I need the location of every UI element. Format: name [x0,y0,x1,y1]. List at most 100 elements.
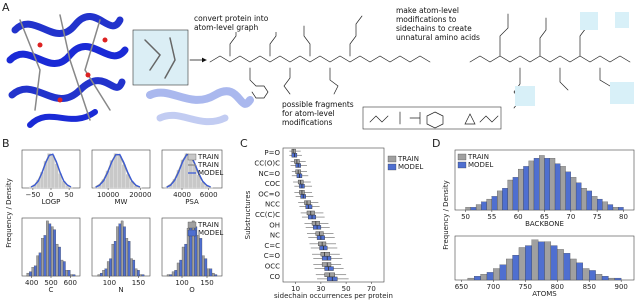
hist-bar [570,177,577,211]
hist-bar [134,268,138,277]
panel-letter: D [432,137,440,150]
step-label: convert protein into atom-level graph [194,14,280,32]
box-body [321,262,332,267]
hist-bar [475,204,482,211]
legend-label: TRAIN [397,155,419,163]
hist-bar [208,187,213,189]
hist-bar [512,255,520,281]
panel-letter: B [2,137,10,150]
hist-bar [581,188,587,211]
hist-bar [211,272,215,277]
x-axis-label: C [49,286,54,294]
hist-bar [597,198,603,211]
hist-bar [204,258,208,277]
x-tick-label: 20000 [129,191,151,199]
x-tick-label: 50 [461,213,470,221]
step-label: make atom-level modifications to sidecha… [396,6,488,42]
hist-bar [201,255,205,277]
hist-bar [104,268,108,277]
y-tick-label: C=C [264,242,280,250]
hist-bar [563,253,571,281]
x-tick-label: 65 [540,213,549,221]
y-tick-label: COC [265,180,280,188]
box-body [320,252,330,257]
hist-bar [70,274,73,277]
hist-bar [550,245,558,281]
x-tick-label: 400 [25,279,38,287]
x-axis-label: sidechain occurrences per protein [274,292,393,300]
hist-bar [181,246,185,277]
box-body [305,204,313,209]
box-body [304,200,311,205]
x-tick-label: 10 [291,285,300,293]
hist-bar [502,188,508,211]
hist-bar [48,223,52,277]
density-line [30,153,72,188]
y-tick-label: NCC [265,201,280,209]
hist-bar [132,259,136,277]
x-tick-label: 6000 [200,191,218,199]
x-tick-label: 750 [519,283,532,291]
hist-bar [595,274,603,281]
hist-bar [62,261,66,277]
legend-swatch [457,161,467,169]
hist-bar [507,179,514,211]
legend-swatch [387,163,397,171]
hist-bar [97,274,101,277]
hist-bar [125,238,129,277]
hist-bar [506,258,513,281]
hist-bar [106,261,110,277]
legend-label: MODEL [198,229,223,237]
legend-swatch [387,155,397,163]
hist-bar [137,187,143,189]
density-line [95,153,141,188]
x-tick-label: 75 [593,213,602,221]
hist-bar [188,156,193,189]
legend-swatch [187,221,197,229]
hist-bar [591,196,598,211]
x-tick-label: 600 [64,279,77,287]
y-tick-label: NC [270,232,280,240]
y-tick-label: OC=O [258,190,280,198]
hist-bar [176,262,180,277]
hist-bar [544,241,552,281]
hist-bar [206,268,210,277]
hist-bar [55,243,59,277]
hist-bar [539,155,545,211]
hist-bar [137,270,140,277]
hist-bar [537,241,545,281]
hist-bar [118,223,122,277]
x-axis-label: MW [115,198,128,206]
hist-bar [589,270,596,281]
hist-bar [523,166,529,211]
x-tick-label: 500 [44,279,57,287]
legend-swatch [187,153,197,161]
x-tick-label: 150 [132,279,145,287]
x-tick-label: 50 [342,285,351,293]
hist-bar [68,186,73,189]
hist-bar [486,198,492,211]
hist-bar [528,160,535,211]
hist-bar [117,155,122,189]
hist-bar [41,238,44,277]
hist-bar [549,158,556,211]
hist-bar [50,155,55,189]
hist-bar [166,274,170,277]
legend-label: TRAIN [197,221,219,229]
hist-bar [141,274,145,277]
hist-bar [65,270,69,277]
hist-bar [533,158,540,211]
hist-bar [67,270,71,277]
hist-bar [196,235,200,277]
hist-bar [496,190,503,211]
y-axis-label: Substructures [244,190,252,239]
x-axis-label: N [118,286,123,294]
y-tick-label: P=O [264,149,280,157]
hist-bar [72,274,76,277]
x-tick-label: 4000 [173,191,191,199]
hist-bar [512,177,519,211]
y-tick-label: OCC [265,263,280,271]
hist-bar [602,201,608,211]
hist-bar [123,226,126,277]
